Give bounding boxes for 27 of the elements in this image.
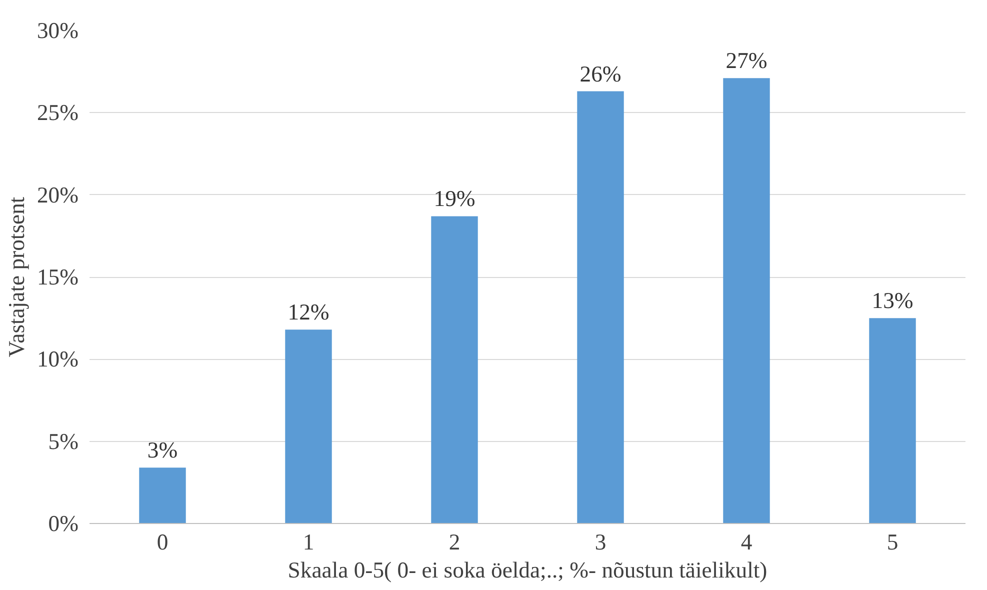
bar (139, 468, 186, 524)
data-label: 27% (726, 48, 768, 74)
x-tick-label: 0 (156, 530, 168, 554)
y-tick-label: 10% (36, 346, 79, 372)
x-tick-label: 3 (594, 530, 606, 554)
data-label: 13% (872, 288, 914, 314)
bar (723, 78, 770, 524)
y-tick-label: 25% (36, 100, 79, 126)
y-tick-label: 20% (36, 182, 79, 208)
bar (577, 91, 624, 524)
data-label: 26% (580, 61, 622, 86)
x-tick-label: 4 (740, 530, 752, 554)
y-tick-label: 5% (48, 428, 79, 454)
y-tick-label: 30% (36, 18, 79, 43)
x-axis-title: Skaala 0-5( 0- ei soka öelda;..; %- nõustun täielikult) (288, 558, 768, 582)
bar (431, 216, 478, 524)
data-label: 12% (288, 300, 330, 325)
y-axis-title: Vastajate protsent (4, 196, 29, 358)
bar (285, 330, 332, 524)
bar (869, 318, 916, 524)
data-label: 19% (434, 186, 476, 212)
x-tick-label: 5 (886, 530, 898, 554)
x-tick-label: 2 (448, 530, 460, 554)
y-tick-label: 0% (48, 511, 79, 536)
data-label: 3% (147, 438, 178, 463)
x-tick-label: 1 (302, 530, 314, 554)
y-tick-label: 15% (36, 264, 79, 290)
